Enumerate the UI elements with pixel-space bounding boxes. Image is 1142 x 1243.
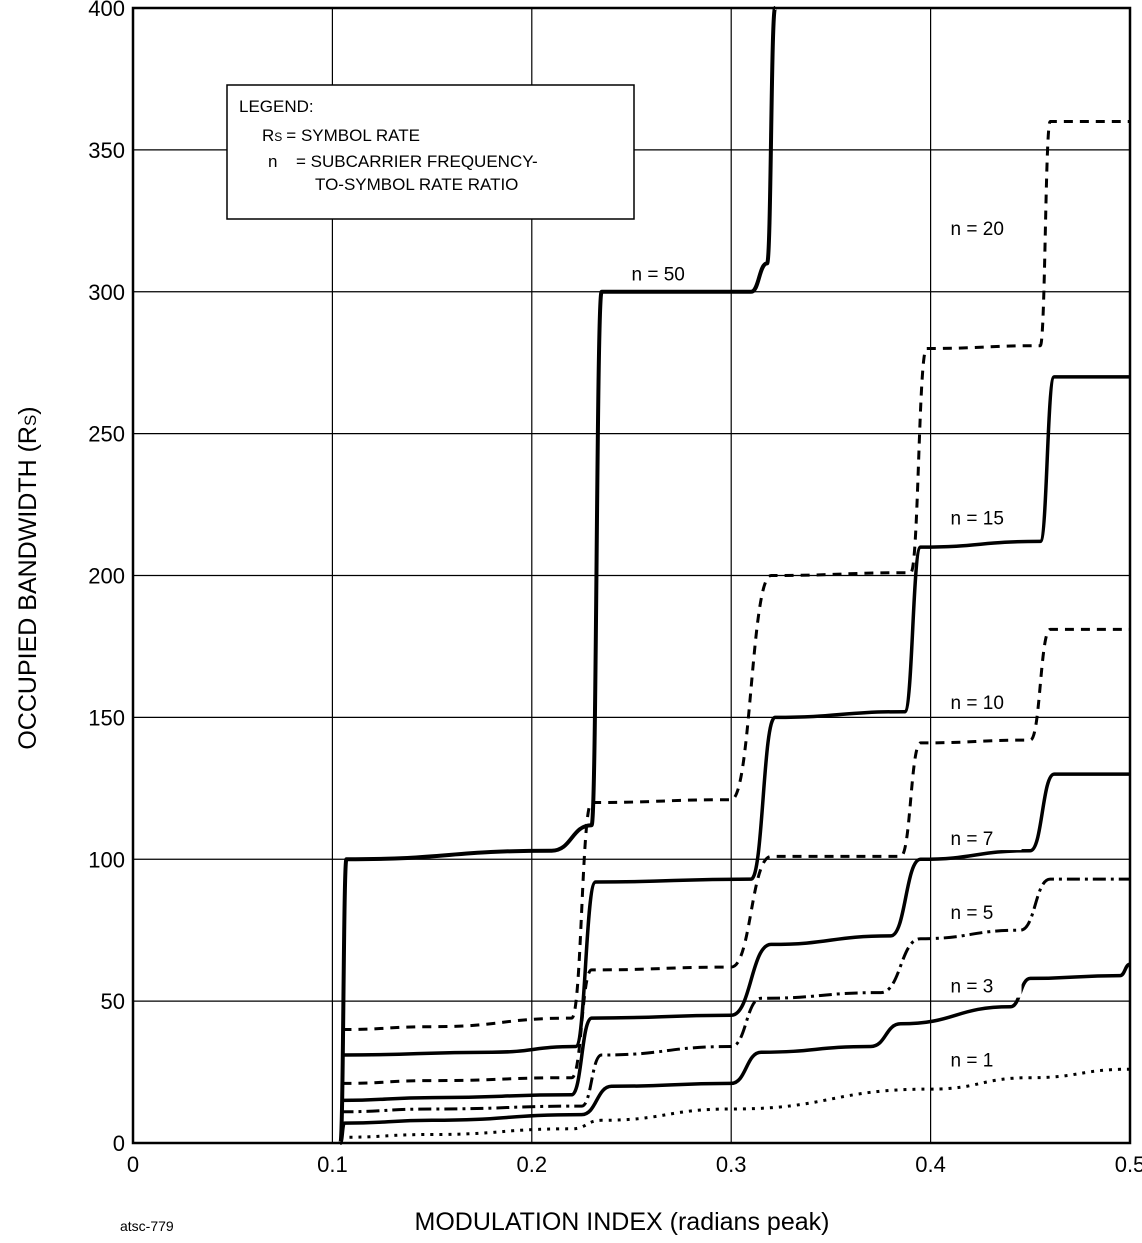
x-tick-label: 0.4 xyxy=(915,1152,946,1177)
y-tick-label: 350 xyxy=(88,138,125,163)
y-tick-label: 300 xyxy=(88,280,125,305)
plot-frame xyxy=(131,6,1132,1145)
legend-n-text-2: TO-SYMBOL RATE RATIO xyxy=(315,175,518,194)
legend-n-symbol: n xyxy=(268,152,277,171)
series-n-7 xyxy=(342,772,1130,1103)
y-tick-label: 100 xyxy=(88,847,125,872)
series-n-15 xyxy=(342,375,1130,1057)
curve-label-n-15: n = 15 xyxy=(951,508,1004,529)
legend-rs-symbol: R xyxy=(262,126,274,145)
y-tick-label: 250 xyxy=(88,422,125,447)
y-tick-label: 150 xyxy=(88,705,125,730)
legend-rs-sub: S xyxy=(274,130,282,144)
legend-rs-text: = SYMBOL RATE xyxy=(286,126,420,145)
series-n-3 xyxy=(338,962,1131,1145)
x-axis-title: MODULATION INDEX (radians peak) xyxy=(415,1208,830,1236)
y-tick-label: 200 xyxy=(88,564,125,589)
y-tick-label: 0 xyxy=(113,1131,125,1156)
curve-label-n-20: n = 20 xyxy=(951,219,1004,240)
legend: LEGEND: RS = SYMBOL RATE n = SUBCARRIER F… xyxy=(226,84,635,220)
legend-n-text: = SUBCARRIER FREQUENCY- xyxy=(296,152,538,171)
curve-label-n-7: n = 7 xyxy=(951,829,994,850)
legend-row-symbol-rate: RS = SYMBOL RATE xyxy=(262,126,420,145)
credit-label: atsc-779 xyxy=(120,1218,174,1234)
y-axis-title-sub: S xyxy=(21,415,40,426)
curve-label-bg xyxy=(628,263,703,286)
y-axis-title: OCCUPIED BANDWIDTH (RS) xyxy=(14,406,42,749)
series-n-50 xyxy=(338,6,778,1145)
curve-label-bg xyxy=(947,975,1022,998)
curve-label-bg xyxy=(947,1049,1022,1072)
x-tick-label: 0.2 xyxy=(517,1152,548,1177)
x-tick-label: 0 xyxy=(127,1152,139,1177)
ticks: 0 0.1 0.2 0.3 0.4 0.5 0 50 100 150 200 250 300 350 400 xyxy=(88,0,1142,1177)
curve-label-bg xyxy=(947,828,1022,851)
series-n-1 xyxy=(340,1067,1131,1139)
curve-label-n-50: n = 50 xyxy=(632,264,685,285)
series-layer xyxy=(338,6,1131,1145)
y-axis-title-main: OCCUPIED BANDWIDTH (R xyxy=(14,426,42,750)
curve-label-bg xyxy=(947,691,1022,714)
curve-label-n-1: n = 1 xyxy=(951,1050,994,1071)
curve-labels: n = 1 n = 3 n = 5 n = 7 n = 10 n = 15 n = 20 n … xyxy=(628,218,1022,1072)
x-tick-label: 0.3 xyxy=(716,1152,747,1177)
y-tick-label: 50 xyxy=(101,989,125,1014)
curve-label-bg xyxy=(947,901,1022,924)
y-axis-title-end: ) xyxy=(14,406,42,414)
curve-label-n-5: n = 5 xyxy=(951,903,994,924)
curve-label-n-3: n = 3 xyxy=(951,977,994,998)
curve-label-bg xyxy=(947,218,1022,240)
x-tick-label: 0.5 xyxy=(1115,1152,1142,1177)
series-n-5 xyxy=(340,877,1130,1114)
curve-label-bg xyxy=(947,507,1022,530)
curve-label-n-10: n = 10 xyxy=(951,693,1004,714)
y-tick-label: 400 xyxy=(88,0,125,21)
series-n-20 xyxy=(342,120,1130,1031)
x-tick-label: 0.1 xyxy=(317,1152,348,1177)
legend-title: LEGEND: xyxy=(239,97,314,116)
legend-box xyxy=(226,84,635,220)
series-n-10 xyxy=(342,627,1130,1085)
